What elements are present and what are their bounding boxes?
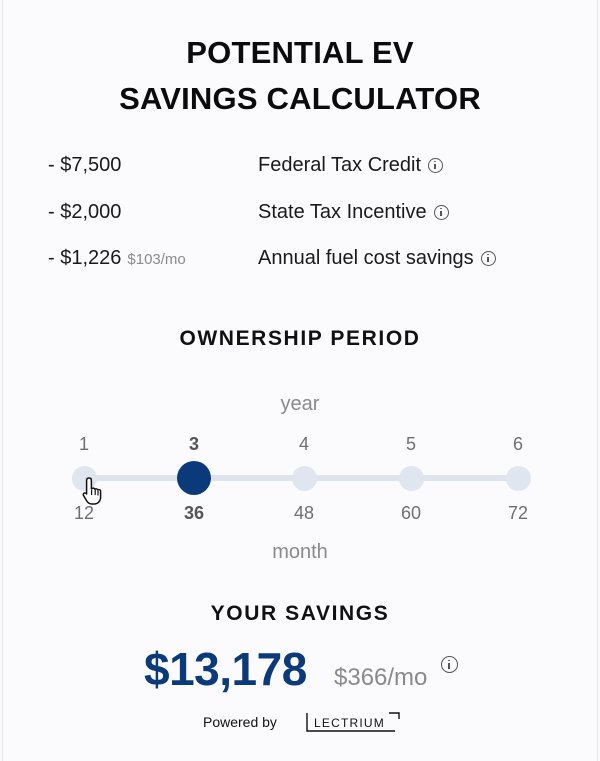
- savings-monthly: $366/mo: [334, 664, 428, 691]
- year-tick: 6: [512, 434, 523, 454]
- month-unit-label: month: [272, 541, 328, 563]
- logo-wordmark: LECTRIUM: [314, 716, 385, 730]
- incentive-amount: - $2,000: [48, 197, 121, 227]
- incentive-label-text: Federal Tax Credit: [258, 154, 422, 176]
- incentive-amount-value: - $2,000: [48, 201, 122, 223]
- slider-handle[interactable]: [177, 461, 211, 495]
- month-tick: 36: [183, 503, 205, 523]
- slider-stop-4[interactable]: [291, 466, 317, 491]
- year-unit-label: year: [280, 393, 320, 415]
- year-tick: 1: [78, 434, 89, 454]
- slider-stop-5[interactable]: [398, 466, 424, 491]
- info-icon[interactable]: [441, 656, 458, 673]
- incentive-amount: - $7,500: [48, 150, 121, 180]
- ownership-period-heading: OWNERSHIP PERIOD: [179, 327, 421, 350]
- title-line-1: POTENTIAL EV: [186, 35, 414, 70]
- savings-total: $13,178: [144, 643, 307, 695]
- slider-stop-6[interactable]: [505, 466, 531, 491]
- incentive-monthly-value: $103/mo: [127, 251, 186, 268]
- year-tick: 5: [405, 434, 416, 454]
- title-line-2: SAVINGS CALCULATOR: [119, 81, 481, 116]
- powered-by-label: Powered by: [203, 714, 277, 730]
- year-tick: 3: [188, 434, 199, 454]
- incentive-label: Annual fuel cost savings: [258, 243, 496, 273]
- incentive-amount-value: - $1,226: [48, 247, 122, 269]
- hand-pointer-icon: [82, 477, 102, 505]
- info-icon[interactable]: [433, 204, 449, 220]
- incentive-row-state: - $2,000 State Tax Incentive: [48, 197, 568, 227]
- incentive-label: State Tax Incentive: [258, 197, 449, 227]
- month-tick: 72: [507, 503, 529, 523]
- frame-border-left: [2, 0, 3, 761]
- your-savings-heading: YOUR SAVINGS: [210, 602, 390, 625]
- incentive-row-federal: - $7,500 Federal Tax Credit: [48, 150, 568, 180]
- month-tick: 12: [73, 503, 95, 523]
- incentive-label-text: State Tax Incentive: [258, 201, 427, 223]
- slider-stop-1[interactable]: [71, 466, 97, 491]
- incentive-label-text: Annual fuel cost savings: [258, 247, 474, 269]
- incentive-amount: - $1,226 $103/mo: [48, 243, 186, 275]
- info-icon[interactable]: [480, 250, 496, 266]
- year-tick: 4: [298, 434, 309, 454]
- incentive-label: Federal Tax Credit: [258, 150, 444, 180]
- frame-border-right: [597, 0, 598, 761]
- incentive-row-fuel: - $1,226 $103/mo Annual fuel cost savings: [48, 243, 568, 273]
- incentive-amount-value: - $7,500: [48, 154, 122, 176]
- lectrium-logo[interactable]: LECTRIUM: [305, 711, 401, 733]
- page-title: POTENTIAL EV SAVINGS CALCULATOR: [0, 30, 600, 122]
- month-tick: 60: [400, 503, 422, 523]
- ownership-period-slider[interactable]: 1 3 4 5 6 12 36 48 60 72: [0, 430, 600, 530]
- info-icon[interactable]: [428, 157, 444, 173]
- month-tick: 48: [293, 503, 315, 523]
